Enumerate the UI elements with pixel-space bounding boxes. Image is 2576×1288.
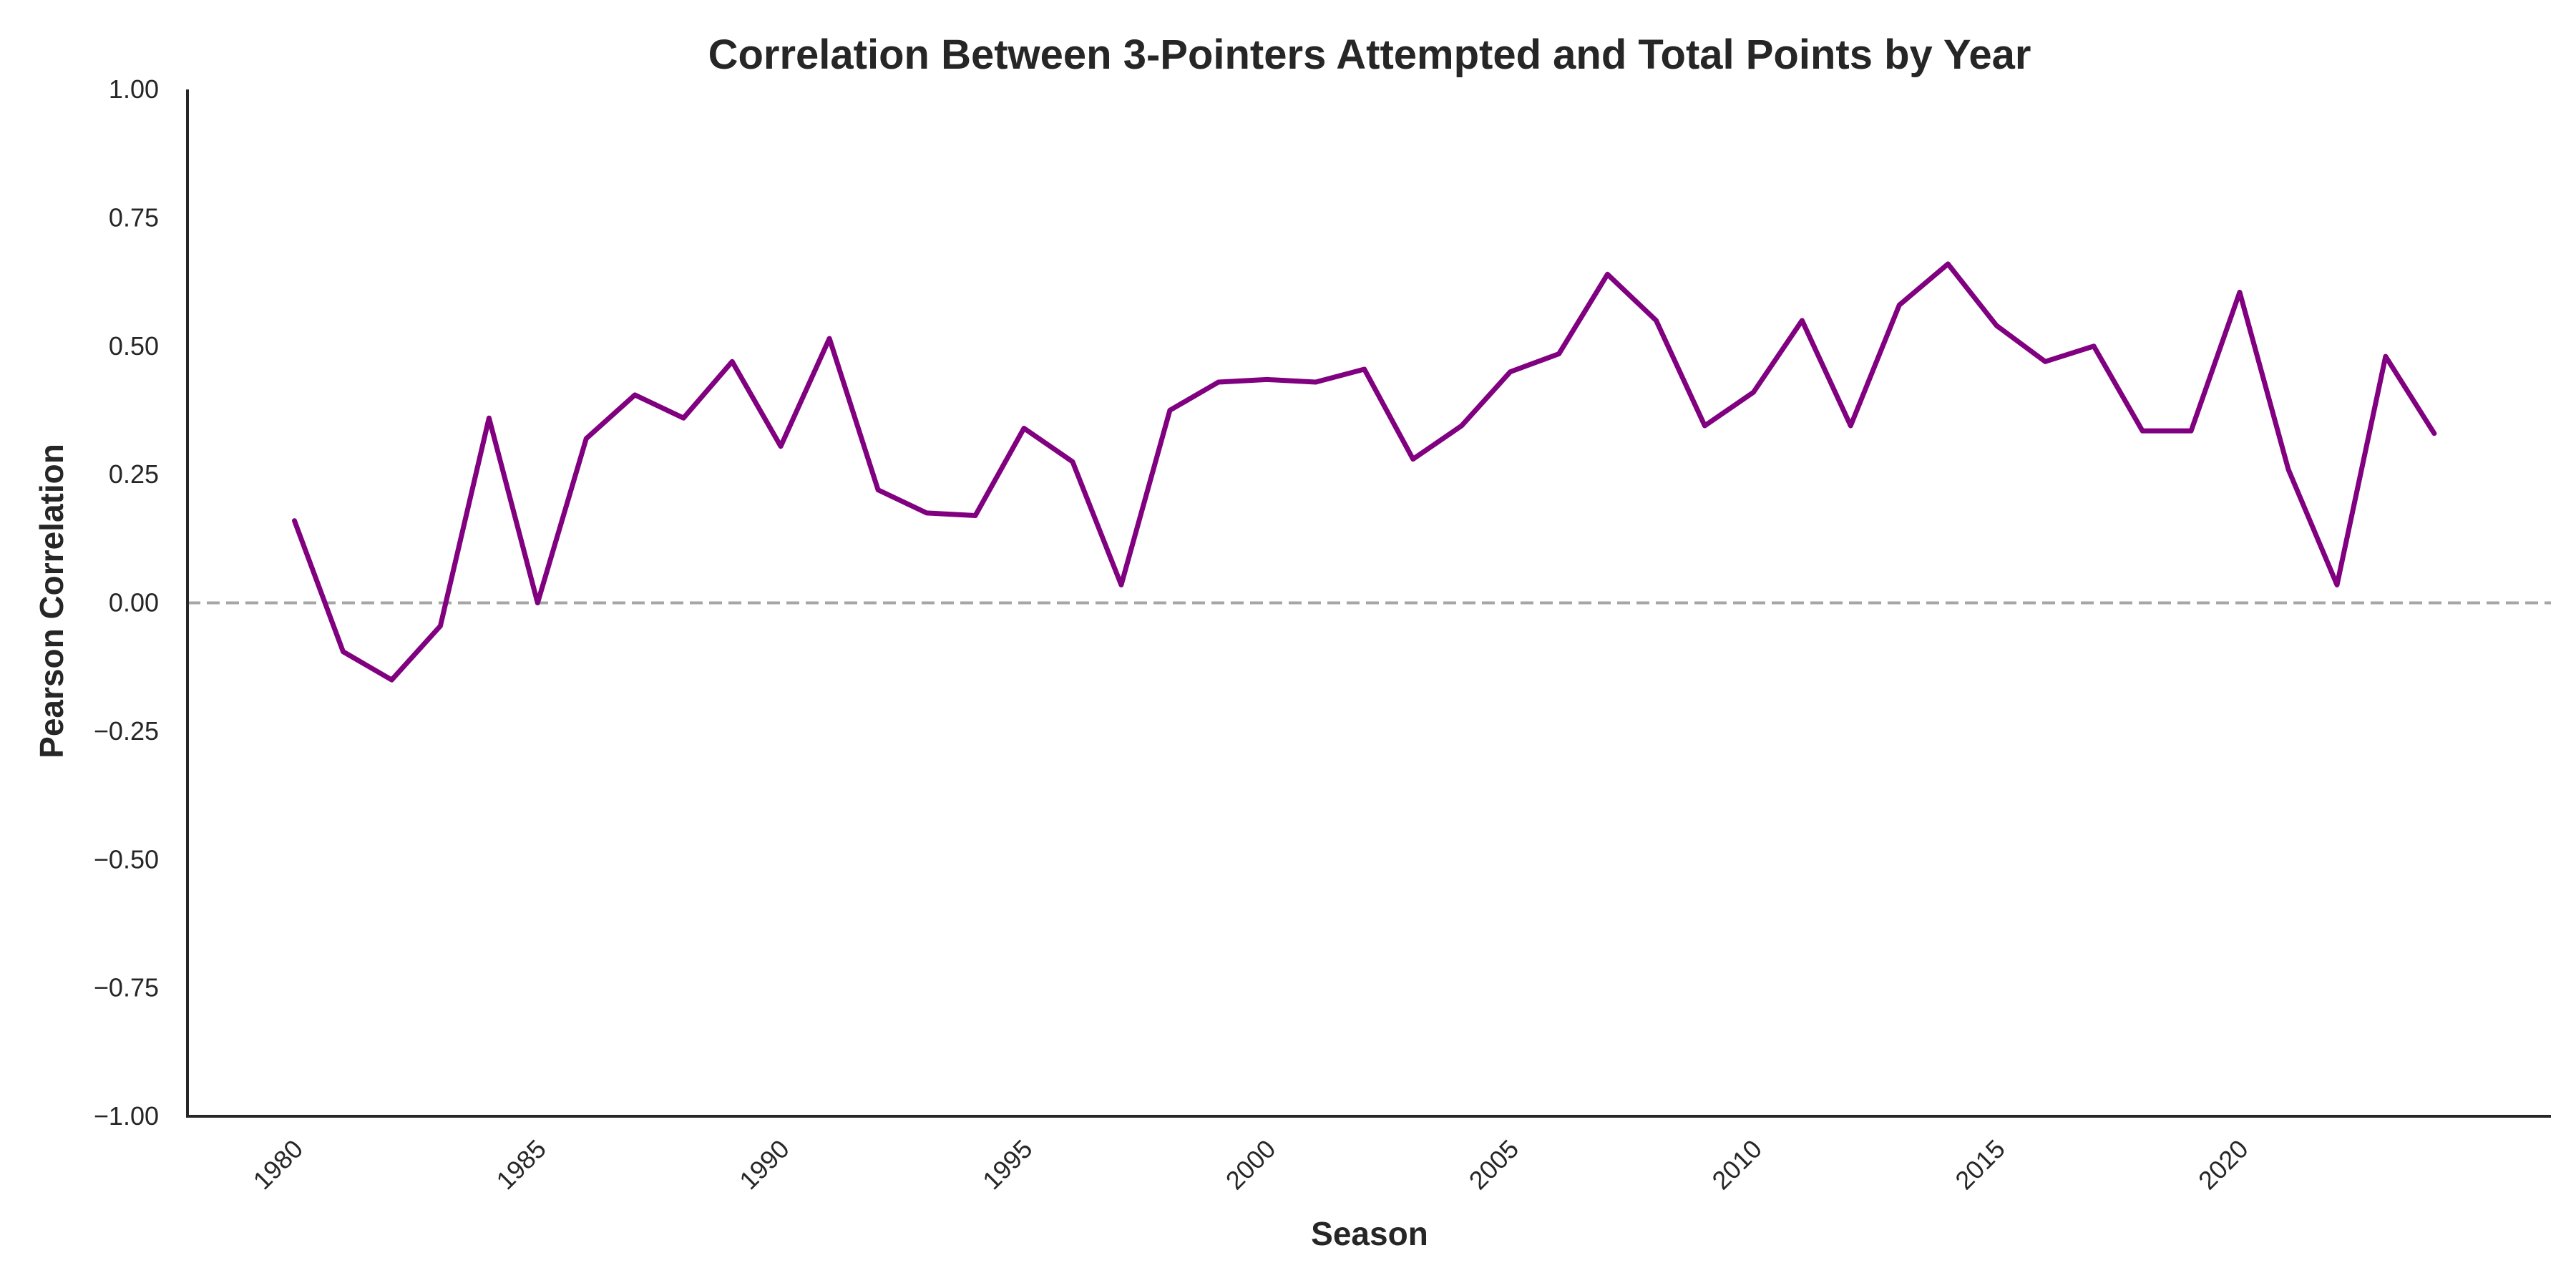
data-point-1989 bbox=[730, 359, 734, 364]
x-tick-label: 1985 bbox=[490, 1134, 552, 1196]
y-axis-ticks: −1.00 −0.75 −0.50 −0.25 0.00 0.25 0.50 0.75 1.00 bbox=[94, 74, 159, 1131]
data-point-2020 bbox=[2238, 290, 2242, 294]
data-point-1981 bbox=[341, 650, 345, 654]
y-tick-label: −1.00 bbox=[94, 1101, 159, 1131]
data-point-2011 bbox=[1800, 318, 1804, 323]
data-point-1995 bbox=[1022, 426, 1026, 431]
data-point-2023 bbox=[2384, 354, 2388, 358]
data-point-1982 bbox=[389, 678, 394, 682]
data-point-2000 bbox=[1265, 377, 1269, 381]
data-point-2005 bbox=[1508, 370, 1513, 374]
data-point-2021 bbox=[2286, 467, 2290, 472]
data-point-2009 bbox=[1702, 424, 1707, 428]
data-point-1993 bbox=[924, 511, 929, 515]
data-point-2001 bbox=[1314, 380, 1318, 384]
chart-title: Correlation Between 3-Pointers Attempted… bbox=[708, 31, 2031, 78]
y-axis-label: Pearson Correlation bbox=[33, 444, 70, 758]
data-point-2002 bbox=[1362, 367, 1367, 371]
data-point-1985 bbox=[535, 601, 540, 605]
data-point-2018 bbox=[2140, 429, 2145, 433]
data-point-2016 bbox=[2043, 359, 2047, 364]
series-line bbox=[292, 261, 2437, 683]
data-point-1999 bbox=[1216, 380, 1221, 384]
x-tick-label: 1990 bbox=[733, 1134, 795, 1196]
data-point-2022 bbox=[2335, 582, 2339, 587]
data-point-1983 bbox=[438, 624, 442, 628]
y-tick-label: 0.75 bbox=[109, 203, 159, 232]
y-tick-label: 0.00 bbox=[109, 588, 159, 618]
data-point-2014 bbox=[1946, 262, 1950, 266]
data-point-2010 bbox=[1751, 390, 1755, 394]
data-point-1998 bbox=[1168, 408, 1172, 412]
data-point-1990 bbox=[779, 444, 783, 449]
data-point-2019 bbox=[2189, 429, 2193, 433]
y-tick-label: −0.50 bbox=[94, 844, 159, 874]
data-point-2012 bbox=[1848, 424, 1853, 428]
data-point-1991 bbox=[827, 336, 831, 341]
x-tick-label: 2000 bbox=[1220, 1134, 1282, 1196]
x-tick-label: 2020 bbox=[2192, 1134, 2254, 1196]
data-point-1996 bbox=[1070, 459, 1075, 464]
y-tick-label: −0.75 bbox=[94, 973, 159, 1002]
data-point-1988 bbox=[681, 416, 686, 420]
data-point-1986 bbox=[584, 436, 588, 441]
data-point-2013 bbox=[1897, 303, 1901, 307]
y-tick-label: 0.50 bbox=[109, 331, 159, 361]
x-tick-label: 2015 bbox=[1949, 1134, 2011, 1196]
data-point-2024 bbox=[2432, 431, 2436, 436]
data-point-2007 bbox=[1606, 272, 1610, 276]
y-tick-label: −0.25 bbox=[94, 716, 159, 746]
data-point-1992 bbox=[876, 488, 880, 492]
data-point-2003 bbox=[1411, 457, 1415, 462]
plot-area bbox=[186, 89, 2551, 1118]
data-point-2008 bbox=[1654, 318, 1658, 323]
data-point-1980 bbox=[293, 519, 297, 523]
y-tick-label: 0.25 bbox=[109, 459, 159, 489]
data-point-1987 bbox=[633, 393, 637, 397]
x-tick-label: 1995 bbox=[977, 1134, 1038, 1196]
x-axis-label: Season bbox=[1311, 1215, 1428, 1252]
x-tick-label: 1980 bbox=[248, 1134, 309, 1196]
data-point-1984 bbox=[487, 416, 491, 420]
x-axis-ticks: 1980 1985 1990 1995 2000 2005 2010 2015 2020 bbox=[248, 1134, 2254, 1196]
data-point-1994 bbox=[973, 514, 977, 518]
data-point-2006 bbox=[1557, 352, 1561, 356]
data-point-1997 bbox=[1119, 582, 1123, 587]
x-tick-label: 2010 bbox=[1706, 1134, 1767, 1196]
data-point-2004 bbox=[1460, 424, 1464, 428]
data-point-2017 bbox=[2092, 344, 2096, 348]
y-tick-label: 1.00 bbox=[109, 74, 159, 104]
data-point-2015 bbox=[1994, 323, 1999, 328]
x-tick-label: 2005 bbox=[1463, 1134, 1525, 1196]
